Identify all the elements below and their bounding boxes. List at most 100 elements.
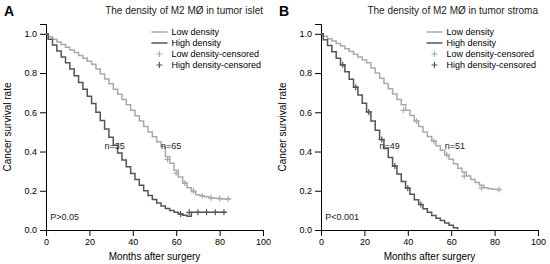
censored-mark: [191, 188, 197, 194]
tick-mark: [40, 152, 46, 153]
annotation: n=51: [445, 141, 465, 151]
tick-label: 100: [256, 237, 271, 247]
censored-mark: [165, 156, 171, 162]
tick-mark: [263, 230, 264, 236]
censored-mark: [392, 163, 398, 169]
legend-item: High density-censored: [431, 60, 536, 70]
legend-item: High density: [426, 38, 496, 48]
tick: 1.0: [24, 29, 46, 39]
panel: 0 20 40 60 80 100 0.0 0.2 0.4 0.6 0.8 1.0 Months aft…: [2, 3, 271, 262]
censored-mark: [208, 195, 214, 201]
tick: 20: [360, 230, 370, 247]
tick-mark: [133, 230, 134, 236]
tick: 40: [128, 230, 138, 247]
tick: 40: [403, 230, 413, 247]
legend-label: Low density: [171, 27, 219, 37]
tick-label: 0: [44, 237, 49, 247]
legend-item: Low density-censored: [156, 49, 259, 59]
tick-mark: [495, 230, 496, 236]
annotation: P>0.05: [50, 212, 79, 222]
tick: 0: [319, 230, 324, 247]
legend-item: Low density-censored: [431, 49, 534, 59]
plot-area: 0 20 40 60 80 100 0.0 0.2 0.4 0.6 0.8 1.0 Months aft…: [2, 5, 271, 262]
censored-mark: [431, 138, 437, 144]
censored-mark: [353, 84, 359, 90]
tick-mark: [315, 112, 321, 113]
tick-label: 0.4: [24, 147, 37, 157]
tick: 80: [215, 230, 225, 247]
censored-mark: [217, 196, 223, 202]
tick: 0.2: [299, 186, 321, 196]
legend-label: High density-censored: [171, 60, 261, 70]
censored-mark: [405, 185, 411, 191]
tick-mark: [40, 230, 46, 231]
censored-marks: [400, 107, 501, 192]
tick-label: 1.0: [299, 29, 312, 39]
tick-mark: [315, 152, 321, 153]
tick-label: 0.0: [24, 225, 37, 235]
title: The density of M2 MØ in tumor islet: [105, 5, 263, 16]
tick-mark: [364, 230, 365, 236]
legend-item: High density: [151, 38, 221, 48]
y-axis-label: Cancer survival rate: [2, 82, 13, 171]
panel: 0204060801000.00.20.40.60.81.0Months aft…: [277, 3, 546, 262]
tick: 0.6: [299, 108, 321, 118]
legend-swatch: [151, 42, 167, 44]
censored-mark: [366, 109, 372, 115]
y-axis: 0.0 0.2 0.4 0.6 0.8 1.0: [299, 25, 321, 236]
tick-mark: [40, 73, 46, 74]
y-axis: 0.0 0.2 0.4 0.6 0.8 1.0: [24, 25, 46, 236]
tick: 0.8: [24, 68, 46, 78]
axis-line: [322, 231, 539, 237]
tick-mark: [451, 230, 452, 236]
tick-label: 0.8: [24, 68, 37, 78]
tick: 0.6: [24, 108, 46, 118]
tick: 0.2: [24, 186, 46, 196]
censored-mark: [413, 118, 419, 124]
legend-item: Low density: [151, 27, 219, 37]
censored-mark: [461, 173, 467, 179]
panel-label: A: [4, 3, 14, 19]
censored-mark: [400, 107, 406, 113]
legend-swatch: [151, 31, 167, 33]
censored-mark: [212, 209, 218, 215]
legend-item: High density-censored: [156, 60, 261, 70]
x-axis: 0 20 40 60 80 100: [44, 230, 271, 247]
tick: 0.8: [299, 68, 321, 78]
censored-mark: [225, 196, 231, 202]
panel-label: B: [279, 3, 289, 19]
censored-mark: [444, 152, 450, 158]
tick: 60: [172, 230, 182, 247]
tick-label: 0.6: [299, 108, 312, 118]
censored-mark: [186, 209, 192, 215]
legend-item: Low density: [426, 27, 494, 37]
tick: 0.4: [299, 147, 321, 157]
legend: Low densityHigh densityLow density-censo…: [151, 27, 261, 70]
tick-label: 1.0: [24, 29, 37, 39]
censored-mark: [182, 180, 188, 186]
tick: 80: [490, 230, 500, 247]
censored-marks: [165, 156, 232, 202]
tick: 0.0: [24, 225, 46, 235]
tick: 0: [44, 230, 49, 247]
tick-mark: [315, 191, 321, 192]
chart-canvas: 0 20 40 60 80 100 0.0 0.2 0.4 0.6 0.8 1.0 Months aft…: [0, 0, 550, 264]
tick-label: 20: [85, 237, 95, 247]
legend-label: High density: [446, 38, 496, 48]
tick-label: 40: [403, 237, 413, 247]
tick-label: 0: [319, 237, 324, 247]
plot-area: 0204060801000.00.20.40.60.81.0Months aft…: [277, 5, 546, 262]
legend-label: High density: [171, 38, 221, 48]
tick: 20: [85, 230, 95, 247]
tick-mark: [220, 230, 221, 236]
legend-label: Low density-censored: [446, 49, 534, 59]
censored-marks: [178, 209, 227, 217]
tick: 0.0: [299, 225, 321, 235]
legend-swatch: [426, 42, 442, 44]
censored-mark: [418, 201, 424, 207]
tick-mark: [40, 191, 46, 192]
tick-label: 100: [531, 237, 546, 247]
x-axis-label: Months after surgery: [109, 251, 201, 262]
legend-label: Low density-censored: [171, 49, 259, 59]
censored-mark: [221, 209, 227, 215]
